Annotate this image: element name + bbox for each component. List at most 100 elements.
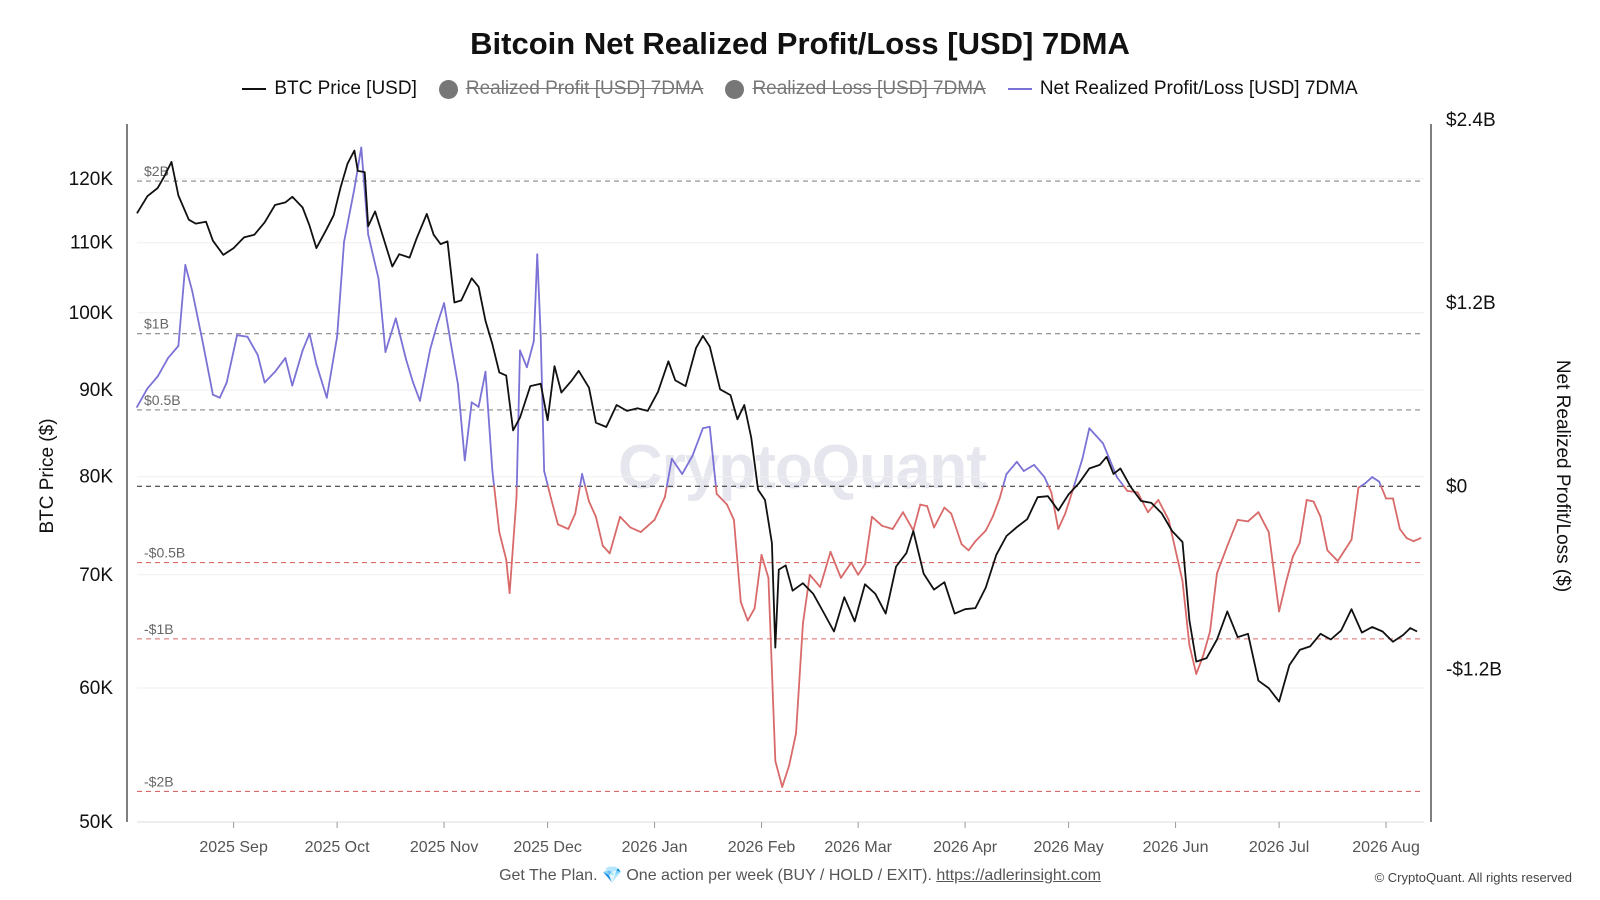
net-pl-segment: [871, 515, 884, 527]
net-pl-segment: [1081, 427, 1091, 460]
legend-item-net-realized[interactable]: Net Realized Profit/Loss [USD] 7DMA: [1007, 78, 1358, 100]
net-pl-segment: [1005, 460, 1018, 475]
x-tick-label: 2026 Mar: [824, 839, 892, 856]
net-pl-segment: [177, 264, 187, 347]
net-pl-segment: [664, 485, 668, 498]
net-pl-segment: [1392, 497, 1401, 530]
net-pl-segment: [412, 381, 421, 402]
footer-note: Get The Plan. 💎 One action per week (BUY…: [0, 865, 1600, 885]
net-pl-segment: [450, 343, 459, 385]
net-pl-segment: [819, 550, 832, 588]
net-pl-segment: [902, 511, 915, 532]
net-pl-segment: [263, 370, 276, 384]
net-pl-segment: [1278, 581, 1287, 613]
legend-item-realized-profit[interactable]: Realized Profit [USD] 7DMA: [438, 78, 703, 100]
y-left-tick-label: 100K: [69, 303, 114, 324]
net-pl-segment: [456, 383, 466, 462]
net-pl-segment: [714, 485, 718, 495]
net-pl-segment: [1167, 518, 1177, 552]
net-pl-segment: [325, 335, 339, 399]
net-pl-segment: [493, 485, 501, 533]
net-pl-segment: [146, 375, 159, 390]
legend-item-btc-price[interactable]: BTC Price [USD]: [242, 78, 417, 100]
net-pl-segment: [525, 340, 535, 369]
net-pl-segment: [543, 470, 549, 488]
net-pl-segment: [991, 497, 1001, 518]
y-left-tick-label: 50K: [79, 812, 113, 833]
net-pl-segment: [1109, 459, 1118, 479]
y-right-tick-label: -$1.2B: [1446, 659, 1502, 680]
net-pl-segment: [256, 354, 266, 384]
net-pl-segment: [567, 512, 577, 530]
y-left-tick-label: 80K: [79, 467, 113, 488]
x-tick-label: 2025 Sep: [199, 839, 268, 856]
net-pl-segment: [291, 349, 304, 387]
net-pl-segment: [484, 370, 494, 472]
net-pl-segment: [1226, 518, 1239, 547]
net-pl-segment: [753, 554, 763, 610]
net-pl-segment: [1047, 485, 1053, 494]
net-pl-segment: [850, 561, 860, 576]
net-pl-segment: [739, 601, 749, 622]
net-pl-segment: [184, 264, 194, 292]
net-pl-segment: [1095, 434, 1105, 445]
net-pl-segment: [336, 241, 345, 338]
x-tick-label: 2026 Jul: [1249, 839, 1310, 856]
net-pl-segment: [536, 253, 542, 337]
net-pl-segment: [1022, 463, 1036, 472]
y-left-tick-label: 60K: [79, 678, 113, 699]
net-pl-segment: [665, 457, 673, 488]
reference-line-label: -$1B: [144, 621, 174, 637]
net-pl-segment: [984, 515, 994, 532]
x-tick-label: 2026 Apr: [933, 839, 998, 856]
net-pl-segment: [315, 363, 328, 399]
net-pl-segment: [891, 511, 904, 530]
footer-prefix: Get The Plan.: [499, 867, 598, 884]
net-pl-segment: [1405, 537, 1415, 543]
footer-link[interactable]: https://adlerinsight.com: [936, 867, 1101, 884]
net-pl-segment: [595, 515, 604, 547]
net-pl-segment: [470, 401, 480, 408]
net-pl-segment: [974, 529, 987, 543]
net-pl-segment: [881, 525, 894, 530]
net-pl-segment: [1157, 499, 1170, 521]
net-pl-segment: [1257, 511, 1270, 533]
net-pl-segment: [795, 622, 804, 735]
net-pl-segment: [802, 573, 811, 625]
net-pl-segment: [619, 515, 632, 529]
x-tick-label: 2026 May: [1033, 839, 1103, 856]
net-pl-segment: [1216, 544, 1229, 575]
net-pl-segment: [1043, 476, 1050, 488]
legend-dot-icon: [725, 79, 745, 99]
net-pl-segment: [167, 344, 180, 359]
legend-item-realized-loss[interactable]: Realized Loss [USD] 7DMA: [725, 78, 986, 100]
net-pl-segment: [539, 334, 546, 472]
net-pl-segment: [1122, 485, 1129, 492]
net-pl-segment: [547, 485, 552, 500]
net-pl-segment: [136, 387, 149, 408]
net-pl-segment: [701, 425, 711, 430]
net-pl-segment: [1181, 579, 1191, 646]
net-pl-segment: [726, 503, 735, 521]
net-pl-segment: [1291, 541, 1301, 558]
net-pl-segment: [236, 334, 249, 338]
net-pl-segment: [1319, 515, 1329, 552]
net-pl-segment: [933, 506, 946, 529]
x-tick-label: 2026 Aug: [1352, 839, 1420, 856]
net-pl-segment: [550, 497, 559, 526]
net-pl-segment: [1380, 485, 1387, 500]
net-pl-segment: [274, 357, 287, 373]
net-pl-segment: [1116, 476, 1125, 488]
y-left-tick-label: 110K: [70, 233, 113, 254]
x-tick-label: 2026 Feb: [728, 839, 796, 856]
net-pl-segment: [1050, 491, 1060, 530]
net-pl-segment: [1412, 537, 1422, 543]
legend-swatch-net: [1007, 88, 1032, 90]
net-pl-segment: [1359, 482, 1367, 488]
net-pl-segment: [377, 277, 387, 353]
net-pl-segment: [926, 505, 935, 529]
legend: BTC Price [USD] Realized Profit [USD] 7D…: [0, 78, 1600, 100]
y-axis-right-label: Net Realized Profit/Loss ($): [1552, 359, 1573, 593]
reference-line-label: $0.5B: [144, 392, 181, 408]
reference-line-label: $2B: [144, 163, 169, 179]
